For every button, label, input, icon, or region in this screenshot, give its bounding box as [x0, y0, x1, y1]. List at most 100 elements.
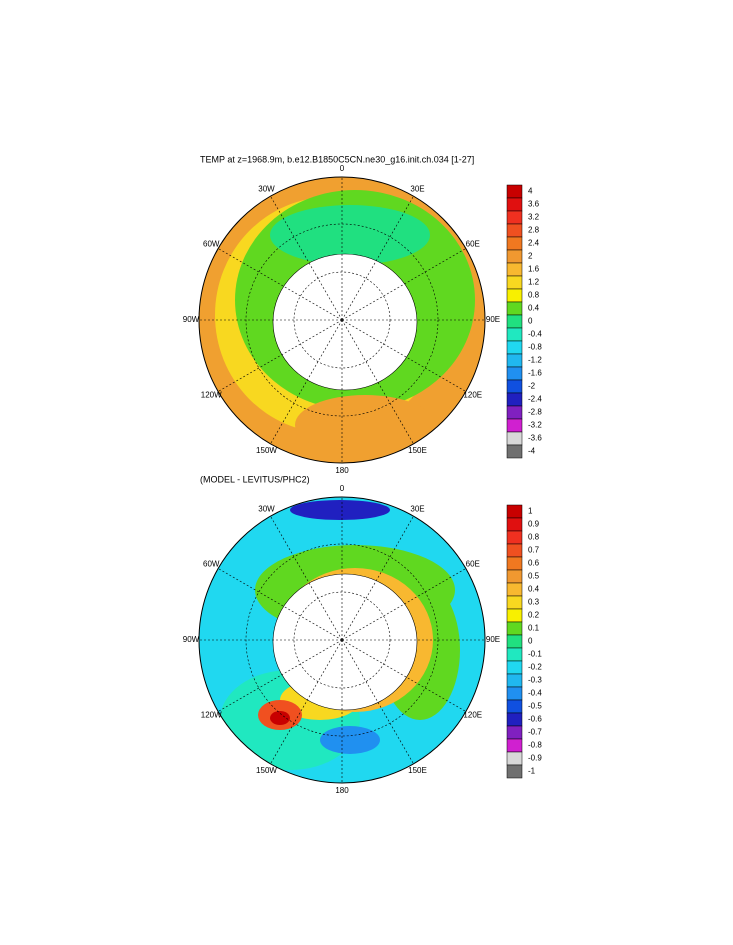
colorbar-box — [506, 738, 523, 753]
colorbar-label: -3.2 — [528, 421, 542, 430]
colorbar-box — [506, 288, 523, 303]
colorbar-label: 1.6 — [528, 265, 540, 274]
longitude-label: 30W — [258, 504, 275, 513]
colorbar-label: -0.4 — [528, 689, 542, 698]
colorbar-label: 0.7 — [528, 546, 540, 555]
colorbar-label: 0.8 — [528, 291, 540, 300]
colorbar-box — [506, 262, 523, 277]
longitude-label: 150W — [256, 766, 277, 775]
colorbar-label: -1.2 — [528, 356, 542, 365]
colorbar-label: -3.6 — [528, 434, 542, 443]
longitude-label: 60W — [203, 240, 220, 249]
colorbar-box — [506, 444, 523, 459]
colorbar-label: -0.8 — [528, 741, 542, 750]
colorbar-box — [506, 699, 523, 714]
colorbar-box — [506, 543, 523, 558]
colorbar-box — [506, 660, 523, 675]
colorbar-box — [506, 569, 523, 584]
colorbar-box — [506, 621, 523, 636]
colorbar-label: 0.4 — [528, 585, 540, 594]
colorbar-label: 3.6 — [528, 200, 540, 209]
colorbar-box — [506, 673, 523, 688]
colorbar-box — [506, 686, 523, 701]
colorbar-label: 2.4 — [528, 239, 540, 248]
longitude-label: 180 — [335, 466, 349, 475]
colorbar-box — [506, 249, 523, 264]
colorbar-box — [506, 634, 523, 649]
colorbar-box — [506, 530, 523, 545]
longitude-label: 150E — [408, 446, 427, 455]
colorbar-box — [506, 197, 523, 212]
colorbar-box — [506, 314, 523, 329]
colorbar-box — [506, 236, 523, 251]
colorbar-label: 2.8 — [528, 226, 540, 235]
colorbar-label: 0.8 — [528, 533, 540, 542]
map-title: TEMP at z=1968.9m, b.e12.B1850C5CN.ne30_… — [200, 154, 474, 164]
colorbar-label: -2.4 — [528, 395, 542, 404]
colorbar-box — [506, 223, 523, 238]
longitude-label: 120E — [463, 391, 482, 400]
colorbar-box — [506, 379, 523, 394]
longitude-label: 60E — [466, 240, 480, 249]
longitude-label: 180 — [335, 786, 349, 795]
colorbar-label: 0.2 — [528, 611, 540, 620]
colorbar-label: 0.3 — [528, 598, 540, 607]
colorbar-box — [506, 340, 523, 355]
colorbar-box — [506, 405, 523, 420]
colorbar-box — [506, 764, 523, 779]
colorbar-label: -4 — [528, 447, 536, 456]
colorbar-label: 0 — [528, 317, 533, 326]
colorbar-box — [506, 392, 523, 407]
colorbar-box — [506, 556, 523, 571]
colorbar-label: 0.5 — [528, 572, 540, 581]
colorbar-box — [506, 595, 523, 610]
colorbar-label: 3.2 — [528, 213, 540, 222]
longitude-label: 30W — [258, 184, 275, 193]
longitude-label: 120W — [201, 391, 222, 400]
longitude-label: 90W — [183, 635, 200, 644]
colorbar-box — [506, 418, 523, 433]
colorbar-box — [506, 353, 523, 368]
colorbar-label: -1 — [528, 767, 536, 776]
longitude-label: 30E — [410, 504, 424, 513]
colorbar-label: 0.9 — [528, 520, 540, 529]
colorbar-label: 0 — [528, 637, 533, 646]
colorbar-box — [506, 184, 523, 199]
colorbar-label: 0.1 — [528, 624, 540, 633]
longitude-label: 120W — [201, 711, 222, 720]
longitude-label: 150E — [408, 766, 427, 775]
colorbar-label: -0.3 — [528, 676, 542, 685]
colorbar-label: -0.2 — [528, 663, 542, 672]
colorbar-label: -2.8 — [528, 408, 542, 417]
colorbar-box — [506, 608, 523, 623]
colorbar-label: -0.6 — [528, 715, 542, 724]
colorbar-box — [506, 327, 523, 342]
colorbar-box — [506, 504, 523, 519]
longitude-label: 150W — [256, 446, 277, 455]
longitude-label: 0 — [340, 164, 345, 173]
longitude-label: 60E — [466, 560, 480, 569]
colorbar-label: -2 — [528, 382, 536, 391]
colorbar-label: 0.6 — [528, 559, 540, 568]
colorbar-label: -0.1 — [528, 650, 542, 659]
colorbar-label: 1.2 — [528, 278, 540, 287]
colorbar-label: -0.9 — [528, 754, 542, 763]
longitude-label: 30E — [410, 184, 424, 193]
colorbar-box — [506, 210, 523, 225]
colorbar-label: -0.5 — [528, 702, 542, 711]
colorbar-box — [506, 431, 523, 446]
colorbar-label: 0.4 — [528, 304, 540, 313]
colorbar-box — [506, 275, 523, 290]
map-top — [198, 176, 486, 464]
colorbar-label: -0.8 — [528, 343, 542, 352]
colorbar-label: 1 — [528, 507, 533, 516]
colorbar-box — [506, 725, 523, 740]
colorbar-box — [506, 712, 523, 727]
longitude-label: 0 — [340, 484, 345, 493]
colorbar-box — [506, 751, 523, 766]
longitude-label: 90W — [183, 315, 200, 324]
colorbar-box — [506, 517, 523, 532]
longitude-label: 120E — [463, 711, 482, 720]
